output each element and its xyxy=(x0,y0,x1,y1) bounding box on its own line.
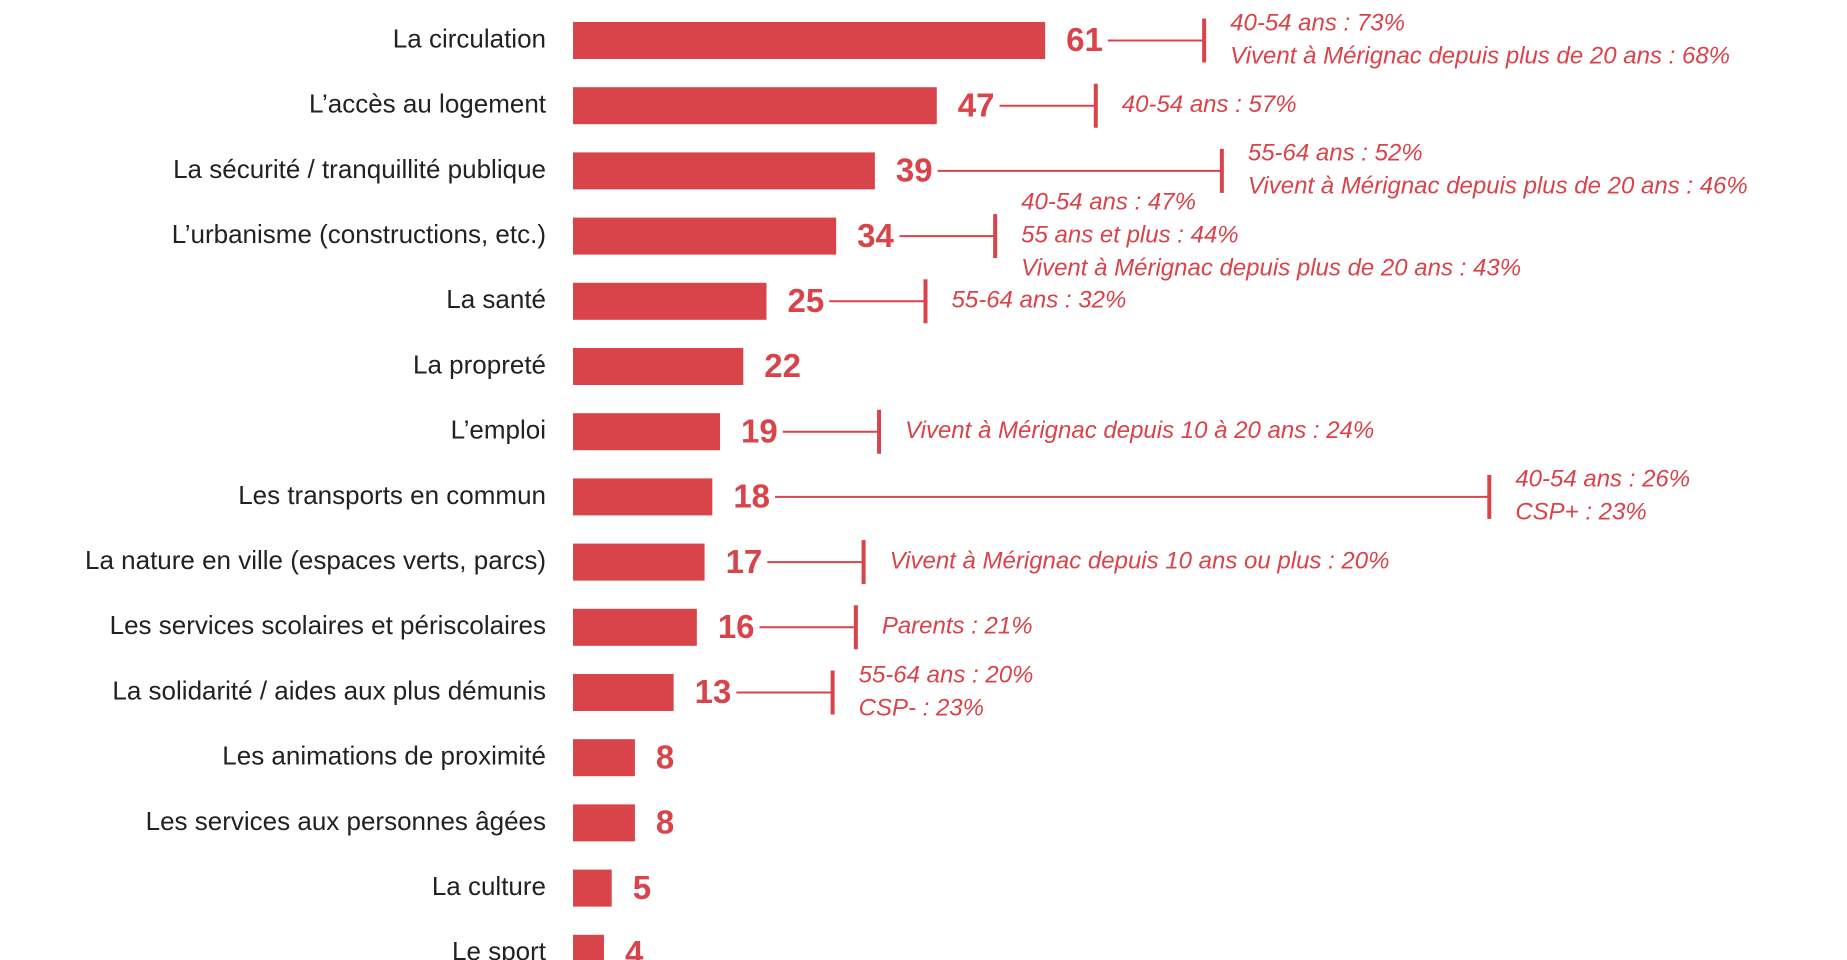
category-label: Les services scolaires et périscolaires xyxy=(110,610,546,640)
category-label: Les transports en commun xyxy=(238,480,546,510)
annotation: Vivent à Mérignac depuis plus de 20 ans … xyxy=(1230,42,1730,69)
value-label: 16 xyxy=(718,608,755,645)
bar xyxy=(573,348,744,385)
value-label: 19 xyxy=(741,412,778,449)
annotation: Vivent à Mérignac depuis 10 ans ou plus … xyxy=(890,547,1390,574)
bar xyxy=(573,674,674,711)
category-label: L’emploi xyxy=(451,415,546,445)
annotation: 40-54 ans : 26% xyxy=(1515,466,1690,493)
annotation: Vivent à Mérignac depuis plus de 20 ans … xyxy=(1021,254,1521,281)
value-label: 8 xyxy=(656,804,674,841)
value-label: 25 xyxy=(788,282,825,319)
value-label: 13 xyxy=(695,673,732,710)
annotation: 55-64 ans : 20% xyxy=(859,661,1034,688)
value-label: 5 xyxy=(633,869,651,906)
bar xyxy=(573,282,767,320)
category-label: La sécurité / tranquillité publique xyxy=(173,154,546,184)
category-label: La nature en ville (espaces verts, parcs… xyxy=(85,545,546,575)
annotation: 55-64 ans : 32% xyxy=(952,287,1127,314)
bar xyxy=(573,739,635,777)
bar xyxy=(573,22,1046,59)
category-label: Les services aux personnes âgées xyxy=(146,806,546,836)
value-label: 22 xyxy=(764,347,801,384)
bar xyxy=(573,478,713,516)
bar xyxy=(573,543,705,581)
annotation: Vivent à Mérignac depuis 10 à 20 ans : 2… xyxy=(905,417,1374,444)
category-label: La circulation xyxy=(393,23,546,53)
category-label: L’accès au logement xyxy=(309,89,547,119)
bar xyxy=(573,87,937,125)
value-label: 4 xyxy=(625,934,644,960)
bar xyxy=(573,608,697,646)
annotation: 55 ans et plus : 44% xyxy=(1021,221,1238,248)
category-label: La propreté xyxy=(413,349,546,379)
value-label: 18 xyxy=(733,478,770,515)
category-label: Les animations de proximité xyxy=(222,741,546,771)
bar xyxy=(573,413,721,451)
category-label: La culture xyxy=(432,871,546,901)
bar xyxy=(573,217,837,255)
annotation: 40-54 ans : 73% xyxy=(1230,9,1405,36)
annotation: 40-54 ans : 47% xyxy=(1021,188,1196,215)
value-label: 39 xyxy=(896,152,933,189)
category-label: Le sport xyxy=(452,936,547,960)
annotation: Vivent à Mérignac depuis plus de 20 ans … xyxy=(1248,173,1748,200)
annotation: CSP- : 23% xyxy=(859,694,984,721)
value-label: 8 xyxy=(656,738,674,775)
category-label: La santé xyxy=(446,284,546,314)
value-label: 47 xyxy=(958,86,995,123)
bar xyxy=(573,934,604,960)
value-label: 34 xyxy=(857,217,894,254)
annotation: CSP+ : 23% xyxy=(1515,499,1646,526)
bar xyxy=(573,869,612,907)
category-label: La solidarité / aides aux plus démunis xyxy=(112,675,546,705)
annotation: Parents : 21% xyxy=(882,613,1033,640)
value-label: 61 xyxy=(1066,21,1103,58)
annotation: 55-64 ans : 52% xyxy=(1248,140,1423,167)
category-label: L’urbanisme (constructions, etc.) xyxy=(172,219,546,249)
bar xyxy=(573,152,875,190)
value-label: 17 xyxy=(726,543,763,580)
annotation: 40-54 ans : 57% xyxy=(1122,91,1297,118)
bar xyxy=(573,804,635,842)
